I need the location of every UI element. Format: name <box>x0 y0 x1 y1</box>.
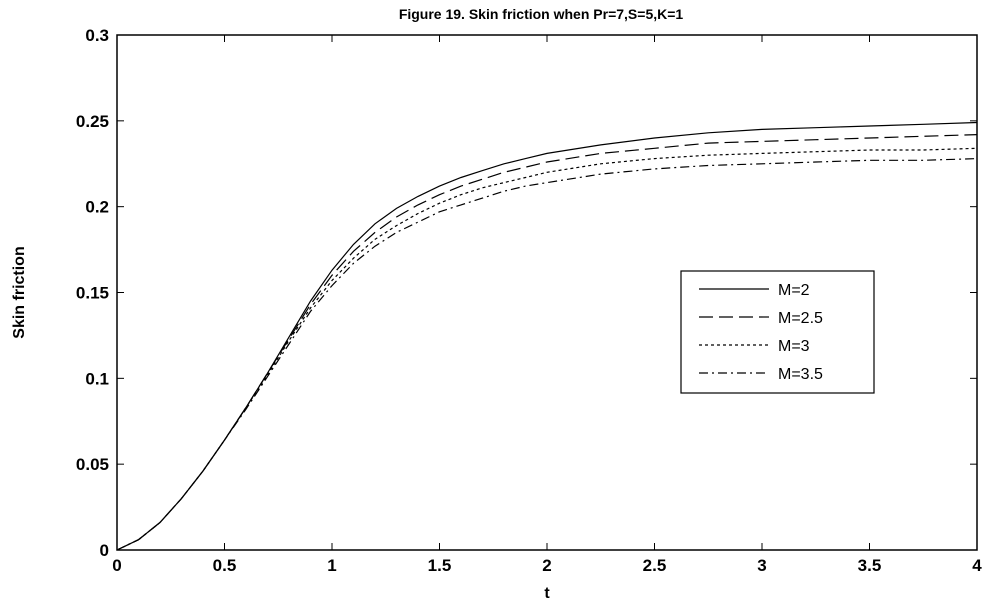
x-tick-label: 1 <box>327 556 336 575</box>
y-tick-label: 0.2 <box>85 198 109 217</box>
x-tick-label: 2 <box>542 556 551 575</box>
x-axis-label: t <box>544 585 550 602</box>
x-tick-label: 3.5 <box>858 556 882 575</box>
x-tick-label: 4 <box>972 556 982 575</box>
x-tick-label: 3 <box>757 556 766 575</box>
plot-frame <box>116 34 978 551</box>
y-axis-label: Skin friction <box>11 246 28 338</box>
y-tick-label: 0.1 <box>85 369 109 388</box>
chart-title: Figure 19. Skin friction when Pr=7,S=5,K… <box>399 6 684 22</box>
y-tick-label: 0.05 <box>76 455 109 474</box>
x-tick-label: 0 <box>112 556 121 575</box>
legend: M=2 M=2.5 M=3 M=3.5 <box>680 270 875 394</box>
series-lines <box>116 121 978 551</box>
series-line-4 <box>116 158 978 551</box>
y-tick-label: 0.15 <box>76 284 109 303</box>
legend-label: M=3 <box>778 338 810 355</box>
legend-label: M=3.5 <box>778 366 823 383</box>
y-tick-label: 0.3 <box>85 26 109 45</box>
y-tick-label: 0.25 <box>76 112 109 131</box>
axis-ticks: 0 0.5 1 1.5 2 2.5 3 3.5 4 0 0.05 0.1 0.15 0.2 0.25 0.3 <box>76 26 982 575</box>
series-line-2 <box>116 134 978 551</box>
x-tick-label: 1.5 <box>428 556 452 575</box>
series-line-3 <box>116 147 978 551</box>
legend-label: M=2 <box>778 282 810 299</box>
x-tick-label: 2.5 <box>643 556 667 575</box>
y-tick-label: 0 <box>100 541 109 560</box>
x-tick-label: 0.5 <box>213 556 237 575</box>
legend-label: M=2.5 <box>778 310 823 327</box>
